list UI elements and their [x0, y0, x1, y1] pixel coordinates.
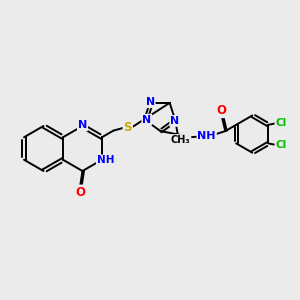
Text: N: N — [78, 120, 87, 130]
Text: NH: NH — [197, 131, 216, 142]
Text: N: N — [174, 135, 182, 145]
Text: O: O — [75, 185, 85, 199]
Text: N: N — [146, 97, 155, 107]
Text: NH: NH — [97, 155, 114, 165]
Text: O: O — [217, 104, 227, 117]
Text: N: N — [142, 115, 152, 125]
Text: N: N — [170, 116, 179, 126]
Text: S: S — [124, 121, 132, 134]
Text: CH₃: CH₃ — [171, 135, 190, 145]
Text: Cl: Cl — [275, 118, 286, 128]
Text: Cl: Cl — [275, 140, 286, 150]
